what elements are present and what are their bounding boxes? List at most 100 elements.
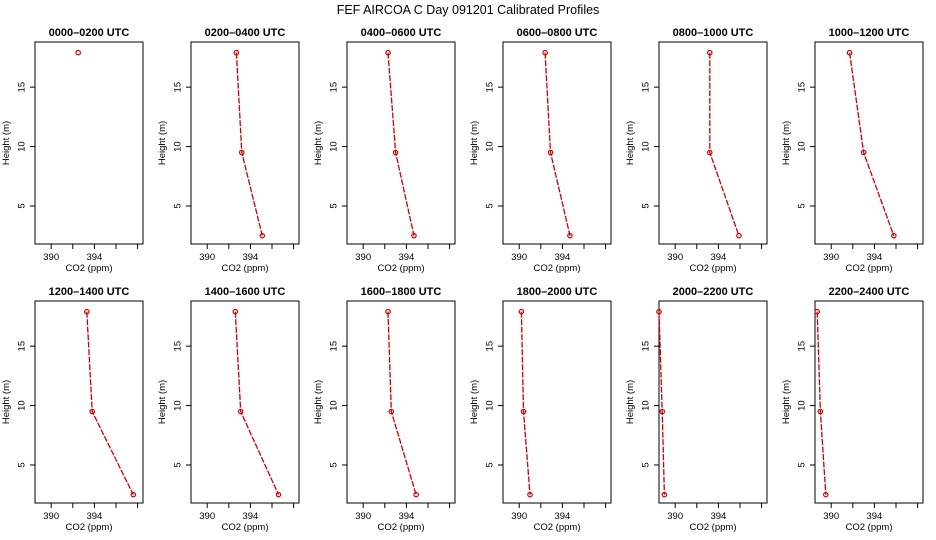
x-tick-label: 394 [86, 252, 102, 263]
profile-panel: 0200–0400 UTC 390 394 5 10 15 CO2 (ppm) Height … [157, 27, 300, 274]
x-tick-label: 390 [823, 511, 839, 522]
x-tick-label: 390 [667, 252, 683, 263]
data-point [891, 232, 897, 239]
profile-panel: 2200–2400 UTC 390 394 5 10 15 CO2 (ppm) Height … [781, 286, 924, 533]
panel-title: 1400–1600 UTC [205, 286, 286, 298]
panel-title: 2000–2200 UTC [673, 286, 754, 298]
data-point [385, 49, 391, 56]
x-axis-label: CO2 (ppm) [222, 522, 269, 533]
data-point [259, 232, 266, 239]
y-axis-label: Height (m) [1, 121, 12, 165]
panel-title: 0200–0400 UTC [205, 27, 286, 39]
y-tick-label: 5 [329, 203, 340, 208]
y-tick-label: 5 [173, 462, 184, 467]
data-point [736, 232, 742, 239]
y-axis-label: Height (m) [625, 121, 636, 165]
y-tick-label: 15 [797, 82, 808, 93]
x-axis-label: CO2 (ppm) [534, 263, 581, 274]
data-point [542, 49, 548, 56]
data-point [661, 491, 668, 498]
profile-line [520, 311, 531, 495]
y-tick-label: 10 [17, 400, 28, 411]
panel-title: 1800–2000 UTC [517, 286, 598, 298]
y-tick-label: 5 [173, 203, 184, 208]
y-axis-label: Height (m) [157, 121, 168, 165]
x-tick-label: 390 [511, 511, 527, 522]
x-axis-label: CO2 (ppm) [534, 522, 581, 533]
x-tick-label: 390 [199, 252, 215, 263]
data-point [275, 491, 282, 498]
plot-frame [658, 300, 768, 504]
panel-title: 1600–1800 UTC [361, 286, 442, 298]
y-tick-label: 10 [641, 141, 652, 152]
data-point [567, 232, 573, 239]
panel-title: 2200–2400 UTC [829, 286, 910, 298]
x-axis-label: CO2 (ppm) [690, 522, 737, 533]
data-point [659, 408, 666, 415]
data-point [527, 491, 533, 498]
data-point [413, 491, 419, 498]
x-tick-label: 390 [199, 511, 215, 522]
data-point [84, 308, 90, 315]
x-axis-label: CO2 (ppm) [846, 263, 893, 274]
y-axis-label: Height (m) [313, 121, 324, 165]
plot-frame [346, 300, 456, 504]
profile-panel: 0400–0600 UTC 390 394 5 10 15 CO2 (ppm) Height … [313, 27, 456, 274]
x-tick-label: 394 [554, 511, 570, 522]
data-point [706, 49, 713, 56]
plot-frame [34, 41, 144, 245]
profile-line [387, 311, 417, 495]
x-tick-label: 394 [866, 252, 882, 263]
data-point [814, 308, 820, 315]
x-tick-label: 390 [355, 511, 371, 522]
data-point [547, 149, 554, 156]
data-point [860, 149, 867, 156]
y-axis-label: Height (m) [469, 121, 480, 165]
y-tick-label: 10 [641, 400, 652, 411]
profile-line [709, 52, 740, 236]
y-axis-label: Height (m) [781, 121, 792, 165]
profile-panel: 2000–2200 UTC 390 394 5 10 15 CO2 (ppm) Height … [625, 286, 768, 533]
y-tick-label: 15 [641, 341, 652, 352]
profile-panel: 1600–1800 UTC 390 394 5 10 15 CO2 (ppm) Height … [313, 286, 456, 533]
x-tick-label: 390 [511, 252, 527, 263]
profile-panel: 1400–1600 UTC 390 394 5 10 15 CO2 (ppm) Height … [157, 286, 300, 533]
y-tick-label: 10 [797, 141, 808, 152]
y-tick-label: 10 [173, 400, 184, 411]
profile-panel: 0800–1000 UTC 390 394 5 10 15 CO2 (ppm) Height … [625, 27, 768, 274]
y-tick-label: 10 [485, 400, 496, 411]
plot-frame [814, 41, 924, 245]
y-tick-label: 10 [329, 400, 340, 411]
y-tick-label: 5 [641, 462, 652, 467]
y-tick-label: 5 [17, 203, 28, 208]
profile-panel: 0600–0800 UTC 390 394 5 10 15 CO2 (ppm) Height … [469, 27, 612, 274]
y-tick-label: 5 [797, 462, 808, 467]
y-axis-label: Height (m) [625, 380, 636, 424]
x-tick-label: 394 [242, 252, 258, 263]
y-axis-label: Height (m) [157, 380, 168, 424]
data-point [130, 491, 137, 498]
y-tick-label: 15 [329, 341, 340, 352]
x-axis-label: CO2 (ppm) [66, 522, 113, 533]
x-tick-label: 394 [554, 252, 570, 263]
profile-panel: 0000–0200 UTC 390 394 5 10 15 CO2 (ppm) Height … [1, 27, 144, 274]
profile-line [235, 52, 263, 236]
plot-frame [34, 300, 144, 504]
y-tick-label: 15 [797, 341, 808, 352]
profile-line [234, 311, 280, 495]
y-tick-label: 15 [485, 341, 496, 352]
y-axis-label: Height (m) [781, 380, 792, 424]
data-point [846, 49, 853, 56]
y-tick-label: 10 [797, 400, 808, 411]
y-tick-label: 15 [173, 341, 184, 352]
y-tick-label: 10 [329, 141, 340, 152]
x-tick-label: 394 [86, 511, 102, 522]
x-axis-label: CO2 (ppm) [66, 263, 113, 274]
y-tick-label: 5 [17, 462, 28, 467]
data-point [392, 149, 399, 156]
y-tick-label: 5 [329, 462, 340, 467]
data-point [75, 49, 82, 56]
panel-title: 0800–1000 UTC [673, 27, 754, 39]
panel-title: 1200–1400 UTC [49, 286, 130, 298]
